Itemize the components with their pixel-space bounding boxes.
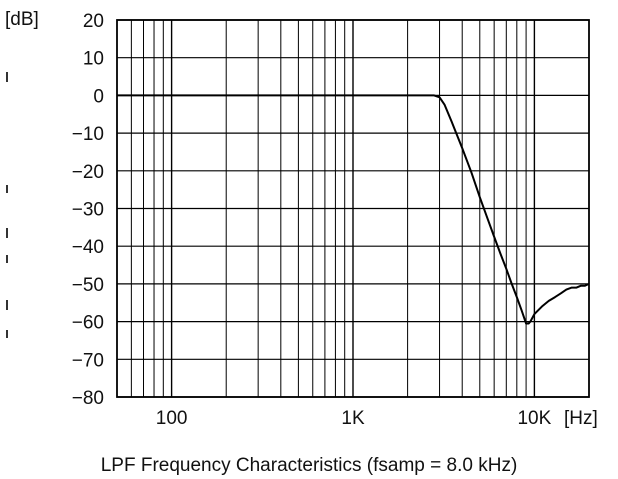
- left-edge-mark: [6, 300, 8, 310]
- x-tick-labels: 100 1K 10K: [156, 408, 552, 429]
- y-tick-label: −70: [72, 350, 104, 371]
- x-tick-label: 100: [156, 408, 188, 429]
- y-tick-labels: 20 10 0 −10 −20 −30 −40 −50 −60 −70 −80: [72, 11, 104, 409]
- left-edge-mark: [6, 72, 8, 82]
- y-tick-label: −20: [72, 162, 104, 183]
- plot-frame: [116, 19, 590, 398]
- y-tick-label: −60: [72, 313, 104, 334]
- y-tick-label: 10: [83, 49, 104, 70]
- y-tick-label: −80: [72, 388, 104, 409]
- left-edge-mark: [6, 228, 8, 238]
- y-tick-label: −10: [72, 124, 104, 145]
- x-axis-label: [Hz]: [564, 408, 598, 429]
- y-axis-label: [dB]: [5, 9, 39, 30]
- y-tick-label: −40: [72, 237, 104, 258]
- series-line: [117, 94, 590, 325]
- x-tick-label: 10K: [517, 408, 551, 429]
- y-tick-label: −50: [72, 275, 104, 296]
- y-tick-label: 20: [83, 11, 104, 32]
- y-tick-label: −30: [72, 200, 104, 221]
- left-edge-mark: [6, 330, 8, 338]
- left-edge-mark: [6, 185, 8, 193]
- left-edge-mark: [6, 255, 8, 263]
- chart-caption: LPF Frequency Characteristics (fsamp = 8…: [100, 455, 518, 476]
- series-layer: [117, 94, 590, 325]
- x-tick-label: 1K: [341, 408, 365, 429]
- y-tick-label: 0: [93, 86, 104, 107]
- grid-lines: [116, 19, 590, 398]
